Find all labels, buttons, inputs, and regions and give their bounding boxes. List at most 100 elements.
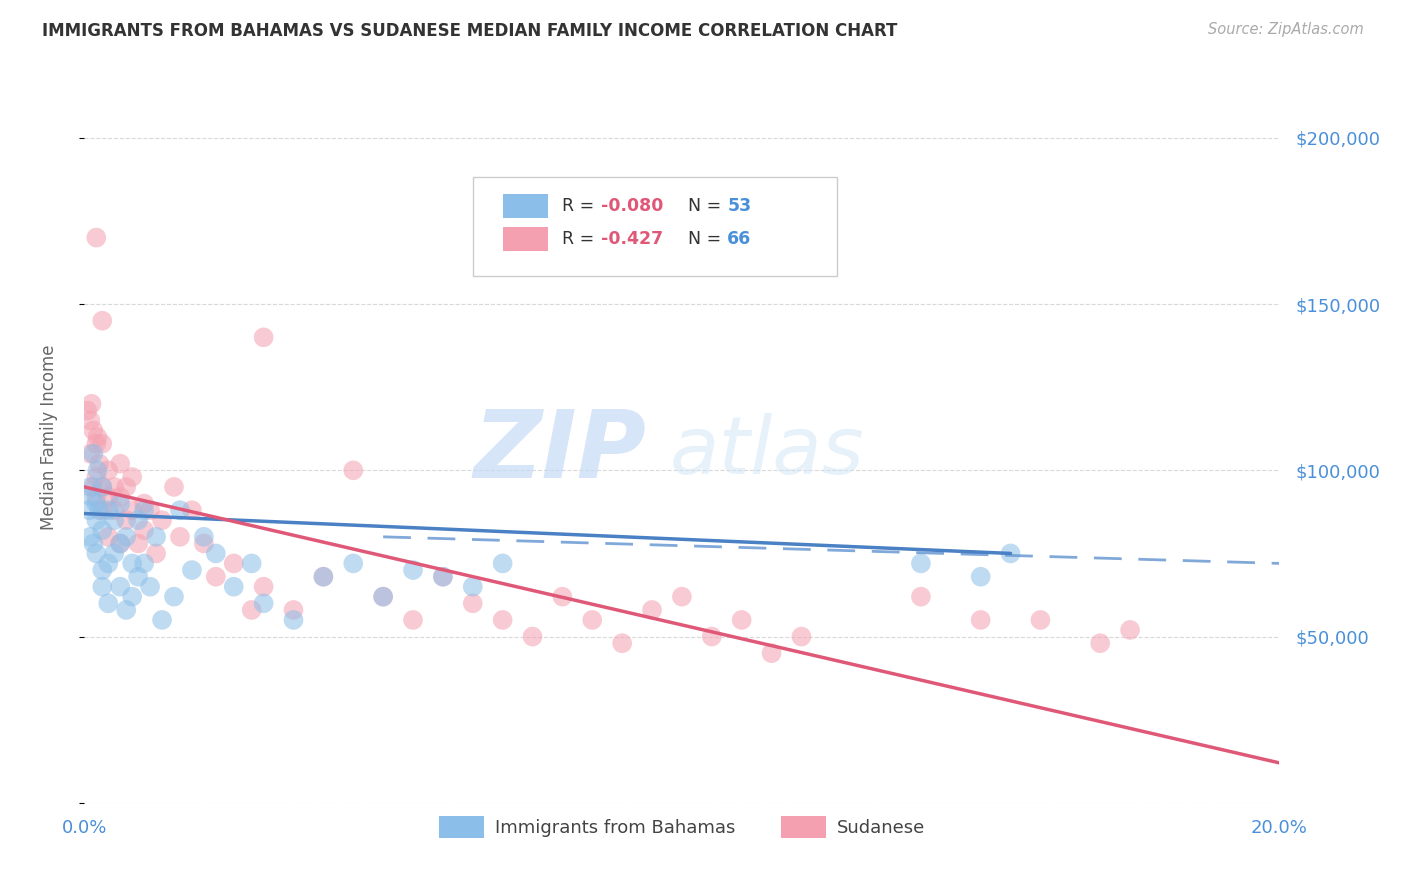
Point	[86, 436, 108, 450]
Point	[240, 557, 263, 571]
Point	[432, 570, 454, 584]
Point	[127, 513, 149, 527]
Point	[121, 470, 143, 484]
Point	[910, 557, 932, 571]
Point	[373, 590, 395, 604]
Point	[205, 546, 228, 560]
Point	[342, 557, 364, 571]
Point	[86, 497, 108, 511]
Point	[402, 613, 425, 627]
Point	[79, 447, 101, 461]
Point	[132, 557, 156, 571]
Text: 53: 53	[727, 197, 751, 215]
Point	[169, 503, 191, 517]
Text: Source: ZipAtlas.com: Source: ZipAtlas.com	[1208, 22, 1364, 37]
Text: IMMIGRANTS FROM BAHAMAS VS SUDANESE MEDIAN FAMILY INCOME CORRELATION CHART: IMMIGRANTS FROM BAHAMAS VS SUDANESE MEDI…	[42, 22, 897, 40]
Point	[283, 613, 305, 627]
Point	[110, 536, 132, 550]
Point	[910, 590, 932, 604]
Point	[91, 480, 114, 494]
Point	[163, 480, 186, 494]
Point	[82, 536, 104, 550]
Point	[181, 563, 204, 577]
Point	[139, 503, 162, 517]
Point	[163, 590, 186, 604]
Point	[86, 470, 108, 484]
Point	[115, 513, 138, 527]
Text: -0.427: -0.427	[600, 230, 662, 248]
Text: R =: R =	[562, 197, 600, 215]
Point	[110, 580, 132, 594]
Point	[121, 503, 143, 517]
Y-axis label: Median Family Income: Median Family Income	[39, 344, 58, 530]
FancyBboxPatch shape	[503, 227, 548, 251]
Point	[181, 503, 204, 517]
Point	[80, 397, 103, 411]
Point	[132, 497, 156, 511]
Point	[97, 503, 120, 517]
Point	[82, 424, 104, 438]
Text: 66: 66	[727, 230, 752, 248]
Point	[253, 330, 276, 344]
Point	[283, 603, 305, 617]
Point	[127, 570, 149, 584]
Point	[731, 613, 754, 627]
Point	[700, 630, 723, 644]
Point	[91, 563, 114, 577]
Point	[145, 530, 167, 544]
Text: R =: R =	[562, 230, 600, 248]
Point	[110, 536, 132, 550]
Point	[1119, 623, 1142, 637]
Point	[1090, 636, 1112, 650]
Point	[82, 480, 104, 494]
Point	[240, 603, 263, 617]
Text: ZIP: ZIP	[474, 406, 647, 498]
Text: -0.080: -0.080	[600, 197, 664, 215]
Legend: Immigrants from Bahamas, Sudanese: Immigrants from Bahamas, Sudanese	[432, 808, 932, 845]
Point	[103, 503, 125, 517]
Point	[492, 557, 515, 571]
Point	[132, 523, 156, 537]
Point	[581, 613, 603, 627]
Point	[169, 530, 191, 544]
FancyBboxPatch shape	[503, 194, 548, 218]
Point	[86, 230, 108, 244]
Point	[89, 503, 111, 517]
Point	[790, 630, 813, 644]
Text: N =: N =	[688, 230, 727, 248]
Point	[103, 513, 125, 527]
Point	[103, 546, 125, 560]
Point	[612, 636, 634, 650]
Point	[222, 580, 245, 594]
Point	[115, 530, 138, 544]
Point	[86, 546, 108, 560]
Point	[1029, 613, 1052, 627]
Point	[761, 646, 783, 660]
Point	[97, 463, 120, 477]
Point	[145, 546, 167, 560]
Point	[551, 590, 574, 604]
Point	[205, 570, 228, 584]
Point	[97, 530, 120, 544]
Point	[461, 580, 484, 594]
Point	[432, 570, 454, 584]
Point	[91, 480, 114, 494]
Point	[342, 463, 364, 477]
Point	[91, 580, 114, 594]
Point	[970, 613, 993, 627]
Text: atlas: atlas	[671, 413, 865, 491]
Point	[79, 413, 101, 427]
Point	[373, 590, 395, 604]
Point	[86, 463, 108, 477]
Point	[671, 590, 693, 604]
Point	[222, 557, 245, 571]
Point	[132, 503, 156, 517]
Point	[253, 580, 276, 594]
Point	[91, 523, 114, 537]
Point	[76, 403, 98, 417]
Point	[79, 530, 101, 544]
Text: N =: N =	[688, 197, 727, 215]
Point	[193, 536, 215, 550]
Point	[89, 457, 111, 471]
Point	[970, 570, 993, 584]
